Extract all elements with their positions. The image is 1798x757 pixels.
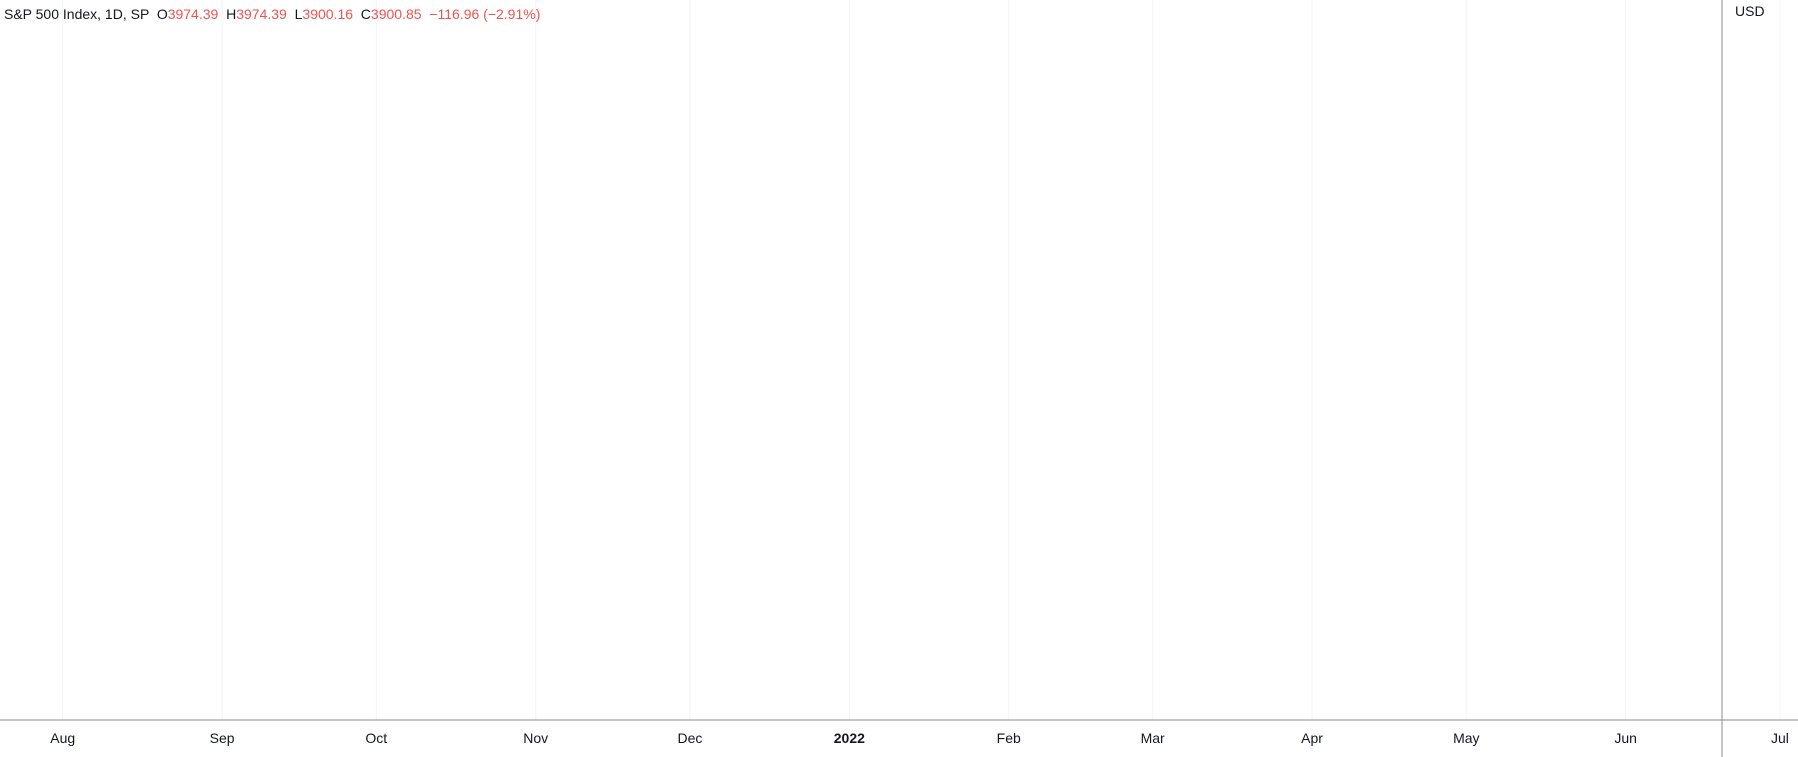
legend-low-value: 3900.16 bbox=[302, 6, 354, 22]
time-axis-label: Jun bbox=[1614, 730, 1637, 746]
time-axis-label: Jul bbox=[1771, 730, 1789, 746]
time-axis-label: Feb bbox=[997, 730, 1021, 746]
time-axis-label: Aug bbox=[50, 730, 75, 746]
legend-close-value: 3900.85 bbox=[370, 6, 422, 22]
legend-high-value: 3974.39 bbox=[236, 6, 287, 22]
legend-open-label: O bbox=[156, 6, 168, 22]
time-axis-label: 2022 bbox=[834, 730, 865, 746]
legend-close-label: C bbox=[360, 6, 371, 22]
chart-legend: S&P 500 Index, 1D, SP O3974.39 H3974.39 … bbox=[4, 6, 540, 22]
time-axis-label: Dec bbox=[677, 730, 702, 746]
legend-change-value: −116.96 (−2.91%) bbox=[429, 6, 541, 22]
time-axis-label: Sep bbox=[210, 730, 235, 746]
time-axis-label: Oct bbox=[365, 730, 387, 746]
price-axis-currency: USD bbox=[1735, 3, 1765, 19]
legend-high-label: H bbox=[226, 6, 237, 22]
legend-symbol: S&P 500 Index, 1D, SP bbox=[4, 6, 150, 22]
time-axis-label: May bbox=[1453, 730, 1479, 746]
time-axis-label: Apr bbox=[1301, 730, 1323, 746]
time-axis-label: Nov bbox=[523, 730, 548, 746]
legend-open-value: 3974.39 bbox=[167, 6, 219, 22]
time-axis-label: Mar bbox=[1141, 730, 1165, 746]
legend-low-label: L bbox=[294, 6, 303, 22]
